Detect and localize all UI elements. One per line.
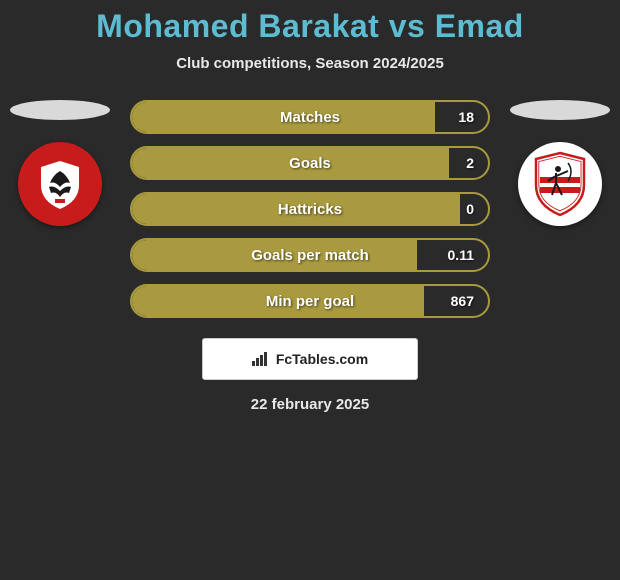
- date-line: 22 february 2025: [0, 396, 620, 413]
- branding-text: FcTables.com: [276, 351, 368, 367]
- stat-value: 0.11: [448, 247, 474, 263]
- stat-row-hattricks: Hattricks 0: [130, 192, 490, 226]
- stat-row-min-per-goal: Min per goal 867: [130, 284, 490, 318]
- stat-label: Goals per match: [132, 247, 488, 264]
- stat-bars: Matches 18 Goals 2 Hattricks 0 Goals per…: [130, 100, 490, 330]
- player-right-badge: [510, 100, 610, 226]
- stat-label: Min per goal: [132, 293, 488, 310]
- stat-label: Goals: [132, 155, 488, 172]
- bar-chart-icon: [252, 352, 270, 366]
- stat-value: 867: [451, 293, 474, 309]
- stat-row-goals-per-match: Goals per match 0.11: [130, 238, 490, 272]
- page-title: Mohamed Barakat vs Emad: [0, 0, 620, 45]
- subtitle: Club competitions, Season 2024/2025: [0, 55, 620, 72]
- stat-label: Hattricks: [132, 201, 488, 218]
- stat-row-goals: Goals 2: [130, 146, 490, 180]
- player-left-head-placeholder: [10, 100, 110, 120]
- branding-badge[interactable]: FcTables.com: [202, 338, 418, 380]
- stat-label: Matches: [132, 109, 488, 126]
- player-right-head-placeholder: [510, 100, 610, 120]
- stat-value: 18: [458, 109, 474, 125]
- stat-value: 2: [466, 155, 474, 171]
- al-ahly-crest-icon: [18, 142, 102, 226]
- stat-row-matches: Matches 18: [130, 100, 490, 134]
- player-left-badge: [10, 100, 110, 226]
- archer-shield-icon: [530, 151, 590, 217]
- stat-value: 0: [466, 201, 474, 217]
- zamalek-crest-icon: [518, 142, 602, 226]
- comparison-infographic: Mohamed Barakat vs Emad Club competition…: [0, 0, 620, 413]
- eagle-shield-icon: [33, 157, 87, 211]
- comparison-area: Matches 18 Goals 2 Hattricks 0 Goals per…: [0, 100, 620, 320]
